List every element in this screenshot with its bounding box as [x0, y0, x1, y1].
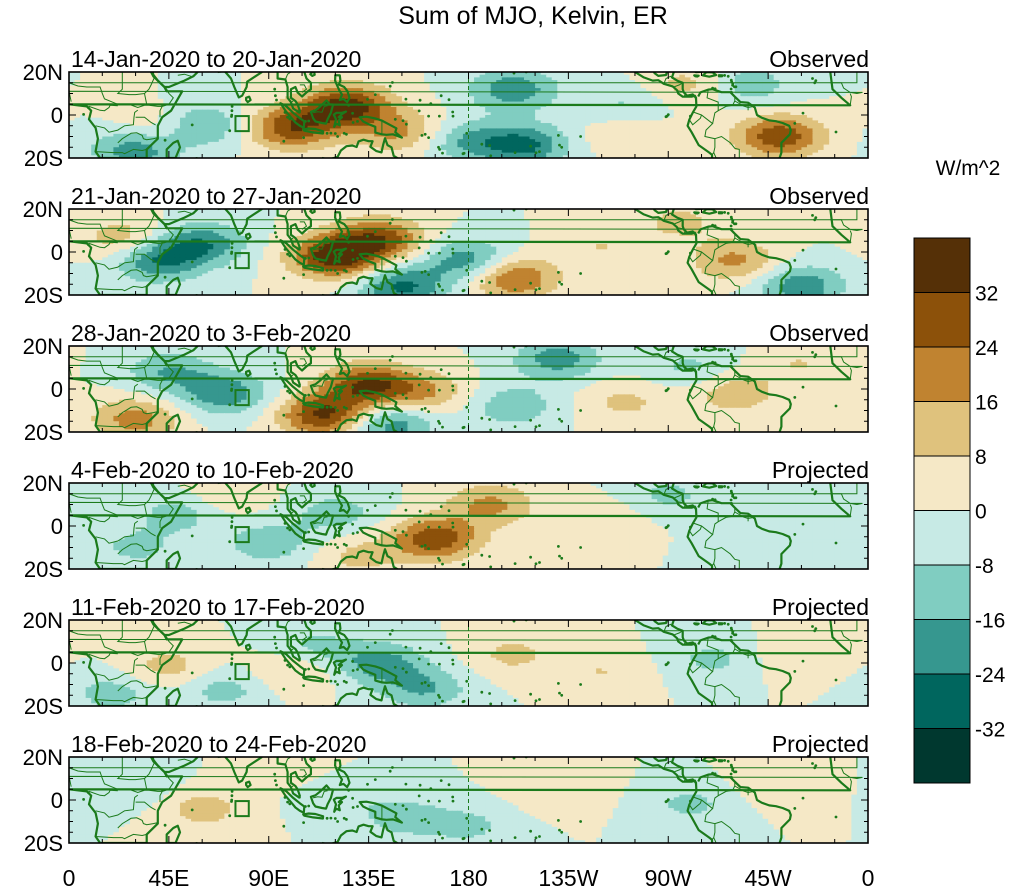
colorbar-swatch	[913, 346, 971, 402]
latitude-label: 0	[51, 240, 63, 265]
longitude-label: 90W	[645, 865, 693, 889]
tick-marks	[68, 345, 869, 433]
colorbar-tick-label: 0	[975, 501, 987, 524]
panel-status: Projected	[772, 457, 869, 483]
longitude-label: 0	[63, 865, 76, 889]
islands	[82, 483, 838, 569]
country-borders	[69, 209, 863, 295]
latitude-label: 20S	[24, 694, 63, 719]
colorbar-units: W/m^2	[936, 157, 1001, 180]
map-panel: 20N 0 20S 28-Jan-2020 to 3-Feb-2020 Observed	[23, 320, 869, 445]
panel-status: Projected	[772, 594, 869, 620]
longitude-label: 45W	[744, 865, 792, 889]
islands	[82, 209, 838, 295]
colorbar-swatch	[913, 673, 971, 729]
islands	[82, 72, 838, 158]
tick-marks	[68, 619, 869, 707]
panel-status: Observed	[769, 183, 869, 209]
map-panel: 20N 0 20S 14-Jan-2020 to 20-Jan-2020 Observe…	[23, 46, 869, 171]
colorbar: W/m^2 32 24 16 8 0 -8 -16 -24 -32	[913, 157, 1006, 784]
longitude-label: 135W	[538, 865, 598, 889]
islands	[82, 757, 838, 843]
tick-marks	[68, 482, 869, 570]
panel-period: 18-Feb-2020 to 24-Feb-2020	[71, 731, 366, 757]
colorbar-tick-label: 8	[975, 446, 987, 469]
region-box	[234, 663, 250, 681]
longitude-label: 0	[862, 865, 875, 889]
colorbar-tick-label: -32	[975, 719, 1005, 742]
latitude-label: 20N	[23, 608, 63, 633]
latitude-label: 0	[51, 103, 63, 128]
figure-title: Sum of MJO, Kelvin, ER	[398, 2, 668, 30]
colorbar-swatch	[913, 237, 971, 293]
latitude-label: 0	[51, 651, 63, 676]
latitude-label: 20S	[24, 146, 63, 171]
country-borders	[69, 757, 863, 843]
region-box	[234, 389, 250, 407]
colorbar-swatch	[913, 292, 971, 348]
latitude-label: 20N	[23, 197, 63, 222]
latitude-label: 0	[51, 377, 63, 402]
panel-period: 11-Feb-2020 to 17-Feb-2020	[71, 594, 365, 620]
tick-marks	[68, 71, 869, 159]
panel-period: 28-Jan-2020 to 3-Feb-2020	[71, 320, 351, 346]
longitude-axis: 0 45E 90E 135E 180 135W 90W 45W 0	[63, 865, 875, 889]
latitude-label: 20S	[24, 420, 63, 445]
panel-status: Observed	[769, 46, 869, 72]
colorbar-tick-label: 32	[975, 283, 998, 306]
colorbar-swatch	[913, 619, 971, 675]
map-panel: 20N 0 20S 4-Feb-2020 to 10-Feb-2020 Projecte…	[23, 457, 869, 582]
longitude-label: 90E	[248, 865, 289, 889]
latitude-label: 20N	[23, 60, 63, 85]
panel-period: 21-Jan-2020 to 27-Jan-2020	[71, 183, 361, 209]
anomaly-shading	[69, 620, 868, 706]
map-panel: 20N 0 20S 11-Feb-2020 to 17-Feb-2020 Project…	[23, 594, 869, 719]
colorbar-tick-label: -16	[975, 610, 1005, 633]
colorbar-swatch	[913, 455, 971, 511]
colorbar-swatch	[913, 401, 971, 457]
colorbar-tick-label: -24	[975, 664, 1006, 687]
panel-period: 14-Jan-2020 to 20-Jan-2020	[71, 46, 361, 72]
tick-marks	[68, 756, 869, 844]
colorbar-tick-label: -8	[975, 555, 994, 578]
panel-status: Observed	[769, 320, 869, 346]
latitude-label: 0	[51, 788, 63, 813]
map-panel: 20N 0 20S 18-Feb-2020 to 24-Feb-2020 Project…	[23, 731, 869, 856]
latitude-label: 20S	[24, 283, 63, 308]
colorbar-swatch	[913, 728, 971, 784]
region-box	[234, 252, 250, 270]
colorbar-tick-label: 24	[975, 337, 999, 360]
longitude-label: 45E	[148, 865, 189, 889]
region-box	[234, 115, 250, 133]
region-box	[234, 526, 250, 544]
longitude-label: 135E	[342, 865, 396, 889]
islands	[82, 620, 838, 706]
map-panels: 20N 0 20S 14-Jan-2020 to 20-Jan-2020 Observe…	[23, 46, 869, 856]
latitude-label: 20S	[24, 557, 63, 582]
panel-period: 4-Feb-2020 to 10-Feb-2020	[71, 457, 354, 483]
islands	[82, 346, 838, 432]
latitude-label: 20N	[23, 334, 63, 359]
colorbar-swatch	[913, 510, 971, 566]
map-panel: 20N 0 20S 21-Jan-2020 to 27-Jan-2020 Observe…	[23, 183, 869, 308]
region-box	[234, 800, 250, 818]
colorbar-tick-label: 16	[975, 392, 998, 415]
colorbar-swatch	[913, 564, 971, 620]
latitude-label: 20N	[23, 471, 63, 496]
country-borders	[69, 72, 863, 158]
longitude-label: 180	[449, 865, 487, 889]
country-borders	[69, 346, 863, 432]
latitude-label: 20N	[23, 745, 63, 770]
latitude-label: 20S	[24, 831, 63, 856]
latitude-label: 0	[51, 514, 63, 539]
tick-marks	[68, 208, 869, 296]
country-borders	[69, 620, 863, 706]
panel-status: Projected	[772, 731, 869, 757]
country-borders	[69, 483, 863, 569]
